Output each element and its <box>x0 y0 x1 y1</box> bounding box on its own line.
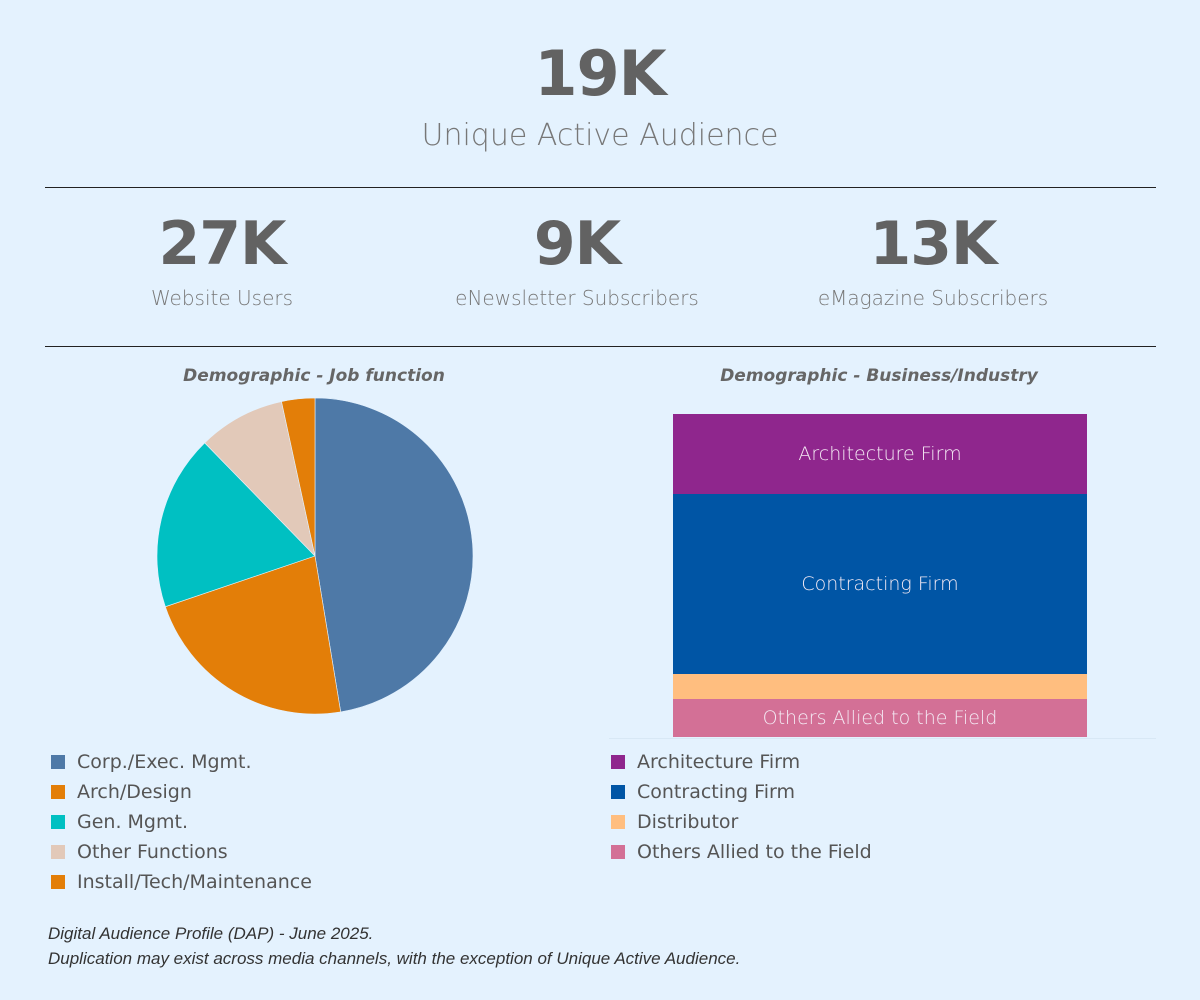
treemap-label: Architecture Firm <box>798 443 962 465</box>
treemap-label: Others Allied to the Field <box>762 707 998 729</box>
treemap-cell-distributor[interactable] <box>673 674 1087 699</box>
legend-swatch <box>611 845 625 859</box>
legend-swatch <box>51 845 65 859</box>
legend-label: Other Functions <box>77 841 228 863</box>
legend-item[interactable]: Install/Tech/Maintenance <box>51 867 312 897</box>
footnote-source: Digital Audience Profile (DAP) - June 20… <box>48 924 374 943</box>
legend-label: Architecture Firm <box>637 751 801 773</box>
legend-label: Gen. Mgmt. <box>77 811 188 833</box>
legend-label: Distributor <box>637 811 739 833</box>
kpi-value: 27K <box>158 209 287 279</box>
legend-item[interactable]: Others Allied to the Field <box>611 837 872 867</box>
pie-slice-other-functions[interactable] <box>204 401 316 557</box>
footnotes: Digital Audience Profile (DAP) - June 20… <box>48 921 740 971</box>
treemap-baseline <box>609 738 1156 739</box>
legend-item[interactable]: Contracting Firm <box>611 777 872 807</box>
legend-swatch <box>51 875 65 889</box>
legend-item[interactable]: Arch/Design <box>51 777 312 807</box>
pie-slice-gen-mgmt[interactable] <box>156 442 316 608</box>
job-function-title: Demographic - Job function <box>183 366 445 386</box>
legend-swatch <box>611 815 625 829</box>
treemap-label: Contracting Firm <box>801 573 959 595</box>
legend-item[interactable]: Corp./Exec. Mgmt. <box>51 747 312 777</box>
legend-swatch <box>51 755 65 769</box>
pie-slice-corp-exec-mgmt[interactable] <box>314 397 474 713</box>
kpi-enewsletter-subscribers: 9K eNewsletter Subscribers <box>427 205 727 313</box>
treemap-cell-architecture-firm[interactable]: Architecture Firm <box>673 414 1087 494</box>
legend-label: Arch/Design <box>77 781 192 803</box>
legend-swatch <box>611 755 625 769</box>
footnote-duplication: Duplication may exist across media chann… <box>48 949 741 968</box>
legend-item[interactable]: Distributor <box>611 807 872 837</box>
business-industry-legend: Architecture Firm Contracting Firm Distrib… <box>611 747 872 867</box>
kpi-label: Website Users <box>150 286 294 310</box>
divider-middle <box>45 346 1156 347</box>
legend-swatch <box>611 785 625 799</box>
kpi-value: 13K <box>869 209 998 279</box>
unique-active-audience-label: Unique Active Audience <box>421 118 779 153</box>
legend-swatch <box>51 815 65 829</box>
kpi-label: eNewsletter Subscribers <box>455 286 699 310</box>
business-industry-treemap: Architecture Firm Contracting Firm Others … <box>673 414 1087 737</box>
pie-slice-arch-design[interactable] <box>164 555 342 715</box>
divider-top <box>45 187 1156 188</box>
legend-label: Corp./Exec. Mgmt. <box>77 751 252 773</box>
treemap-cell-contracting-firm[interactable]: Contracting Firm <box>673 494 1087 674</box>
legend-label: Install/Tech/Maintenance <box>77 871 312 893</box>
kpi-emagazine-subscribers: 13K eMagazine Subscribers <box>783 205 1083 313</box>
legend-item[interactable]: Gen. Mgmt. <box>51 807 312 837</box>
kpi-website-users: 27K Website Users <box>72 205 372 313</box>
kpi-label: eMagazine Subscribers <box>817 286 1049 310</box>
legend-label: Contracting Firm <box>637 781 795 803</box>
treemap-cell-others-allied-to-the-field[interactable]: Others Allied to the Field <box>673 699 1087 737</box>
job-function-legend: Corp./Exec. Mgmt. Arch/Design Gen. Mgmt. Ot… <box>51 747 312 897</box>
kpi-value: 9K <box>533 209 621 279</box>
legend-label: Others Allied to the Field <box>637 841 872 863</box>
legend-swatch <box>51 785 65 799</box>
legend-item[interactable]: Architecture Firm <box>611 747 872 777</box>
legend-item[interactable]: Other Functions <box>51 837 312 867</box>
job-function-pie-chart <box>156 397 474 715</box>
business-industry-title: Demographic - Business/Industry <box>720 366 1038 386</box>
unique-active-audience-value: 19K <box>534 37 666 110</box>
pie-slice-install-tech-maintenance[interactable] <box>281 397 316 557</box>
